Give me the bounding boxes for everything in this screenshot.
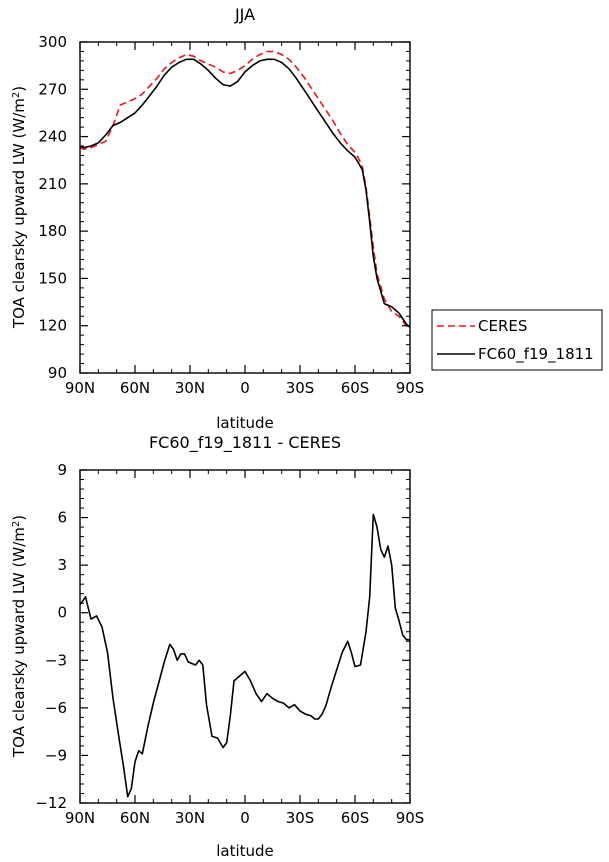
bottom-chart-axes: 90N 60N 30N 0 30S 60S 90S −12 −9 −6 −3 0 3 6 9 (35, 461, 424, 827)
bottom-x-tick-label: 90N (65, 809, 95, 827)
top-x-tick-label: 60S (341, 379, 370, 397)
top-y-tick-label: 210 (38, 175, 67, 193)
bottom-chart-title: FC60_f19_1811 - CERES (149, 433, 341, 453)
top-y-axis-title-sup: 2 (11, 92, 22, 98)
bottom-y-axis-title-sup: 2 (11, 521, 22, 527)
bottom-x-tick-label: 90S (396, 809, 425, 827)
top-y-tick-label: 240 (38, 128, 67, 146)
bottom-x-tick-label: 0 (240, 809, 250, 827)
bottom-y-tick-label: −9 (45, 746, 67, 764)
top-x-tick-label: 60N (120, 379, 150, 397)
top-x-axis-title: latitude (216, 414, 274, 432)
top-y-axis-title-end: ) (10, 86, 28, 92)
top-series-line-1 (79, 58, 411, 328)
bottom-y-tick-label: 3 (57, 556, 67, 574)
top-y-tick-label: 90 (48, 364, 67, 382)
top-x-tick-label: 30S (286, 379, 315, 397)
bottom-y-tick-label: 0 (57, 604, 67, 622)
top-y-tick-label: 120 (38, 317, 67, 335)
bottom-y-tick-label: −6 (45, 699, 67, 717)
top-chart-title: JJA (234, 5, 255, 24)
top-y-tick-label: 150 (38, 269, 67, 287)
bottom-x-tick-label: 30N (175, 809, 205, 827)
bottom-y-tick-label: −12 (35, 794, 67, 812)
top-x-tick-label: 90N (65, 379, 95, 397)
legend-label-fc60: FC60_f19_1811 (478, 345, 594, 364)
bottom-x-axis-title: latitude (216, 842, 274, 860)
top-y-tick-label: 270 (38, 80, 67, 98)
top-series-line-0 (79, 50, 411, 330)
top-y-axis-title-main: TOA clearsky upward LW (W/m (10, 98, 28, 329)
legend-box (431, 309, 603, 371)
top-chart-series-group (79, 50, 411, 330)
top-y-tick-label: 300 (38, 33, 67, 51)
bottom-y-tick-label: −3 (45, 651, 67, 669)
bottom-plot-frame (79, 469, 411, 804)
bottom-x-tick-label: 60S (341, 809, 370, 827)
top-x-tick-label: 90S (396, 379, 425, 397)
top-x-tick-label: 30N (175, 379, 205, 397)
legend: CERES FC60_f19_1811 (431, 309, 603, 371)
bottom-chart-panel: FC60_f19_1811 - CERES 90N 60N 30N 0 30S 60S 90… (10, 433, 424, 860)
bottom-chart-series-group (79, 513, 410, 798)
top-y-axis-title: TOA clearsky upward LW (W/m2) (10, 86, 28, 329)
top-chart-panel: JJA 90N 60N 30N 0 30S 60S 90S 90 120 150 180 210 240… (10, 5, 603, 432)
legend-label-ceres: CERES (478, 317, 527, 335)
bottom-y-tick-label: 6 (57, 509, 67, 527)
bottom-y-axis-title-main: TOA clearsky upward LW (W/m (10, 527, 28, 758)
top-y-tick-label: 180 (38, 222, 67, 240)
bottom-x-tick-label: 60N (120, 809, 150, 827)
bottom-series-line-0 (79, 513, 410, 798)
bottom-x-tick-label: 30S (286, 809, 315, 827)
bottom-y-axis-title-end: ) (10, 515, 28, 521)
bottom-y-axis-title: TOA clearsky upward LW (W/m2) (10, 515, 28, 758)
bottom-y-tick-label: 9 (57, 461, 67, 479)
top-x-tick-label: 0 (240, 379, 250, 397)
top-plot-frame (79, 41, 411, 374)
top-chart-axes: 90N 60N 30N 0 30S 60S 90S 90 120 150 180 210 240 270 3… (38, 33, 424, 397)
